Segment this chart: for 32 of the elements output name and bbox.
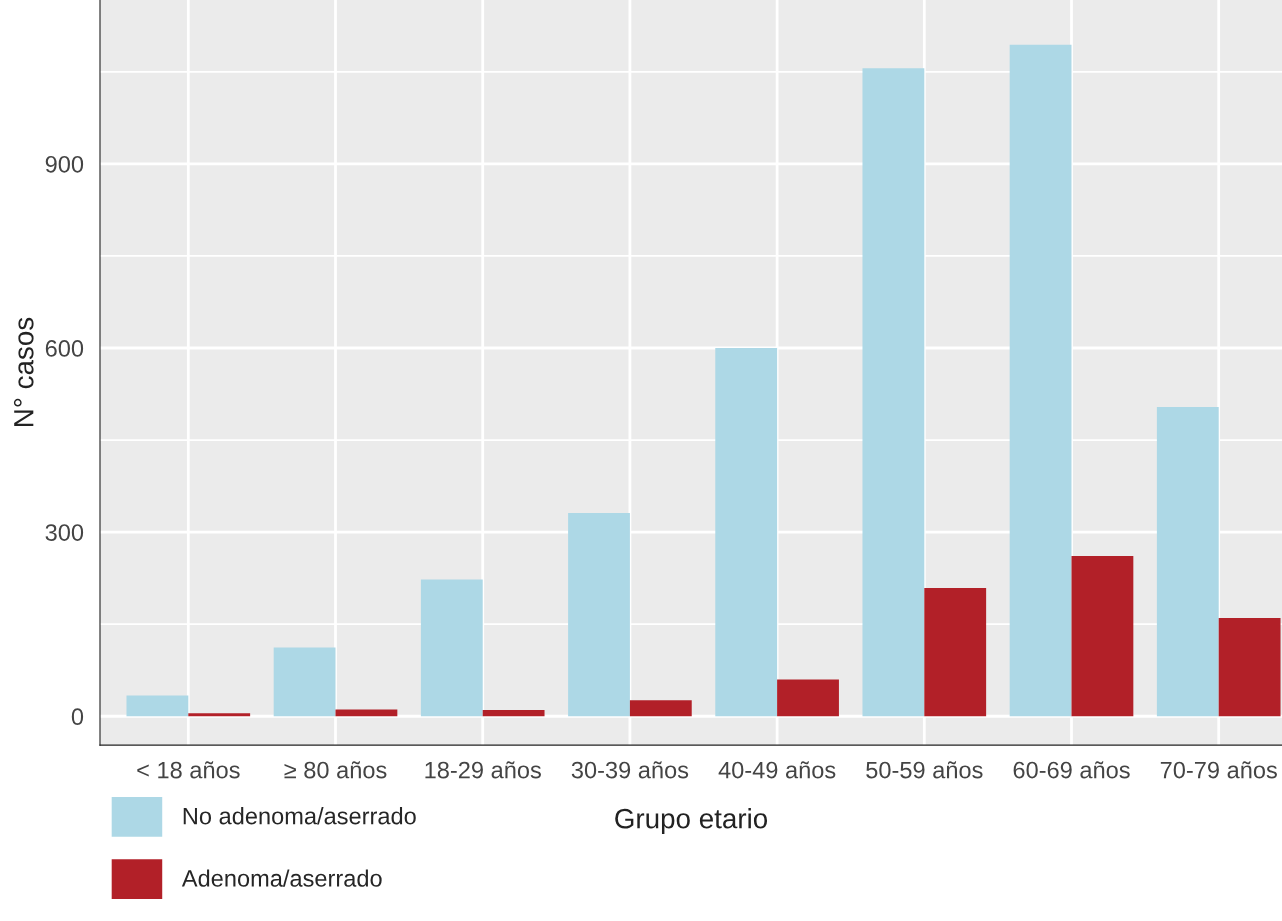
legend-label: Adenoma/aserrado <box>181 869 382 887</box>
x-tick-label: < 18 años <box>137 761 240 779</box>
x-tick-label: 30-39 años <box>571 761 689 779</box>
bar <box>1071 556 1134 717</box>
bar <box>420 579 483 717</box>
x-tick-label: 40-49 años <box>718 761 836 779</box>
x-tick-label: 50-59 años <box>866 761 983 779</box>
y-tick-label: 900 <box>45 155 84 173</box>
y-axis-title: N° casos <box>13 317 34 426</box>
bar <box>126 695 189 717</box>
bar <box>1009 44 1072 717</box>
bar <box>862 68 925 717</box>
legend-label: No adenoma/aserrado <box>183 807 416 825</box>
y-tick-label: 0 <box>71 708 84 726</box>
bar <box>273 647 336 717</box>
bar <box>777 679 839 717</box>
x-axis-title: Grupo etario <box>615 808 768 834</box>
bar <box>1218 618 1281 717</box>
bar <box>715 347 778 717</box>
bar <box>482 710 545 717</box>
x-tick-label: 70-79 años <box>1160 761 1277 779</box>
bar <box>924 587 987 717</box>
bar <box>568 513 630 717</box>
x-tick-label: 60-69 años <box>1013 761 1130 779</box>
x-tick-label: ≥ 80 años <box>284 761 387 779</box>
bar <box>1156 406 1219 717</box>
bar <box>335 709 398 717</box>
y-tick-label: 600 <box>45 340 84 357</box>
y-tick-label: 300 <box>45 524 84 541</box>
bar <box>629 700 692 717</box>
x-tick-label: 18-29 años <box>425 761 541 779</box>
bar <box>188 713 251 717</box>
